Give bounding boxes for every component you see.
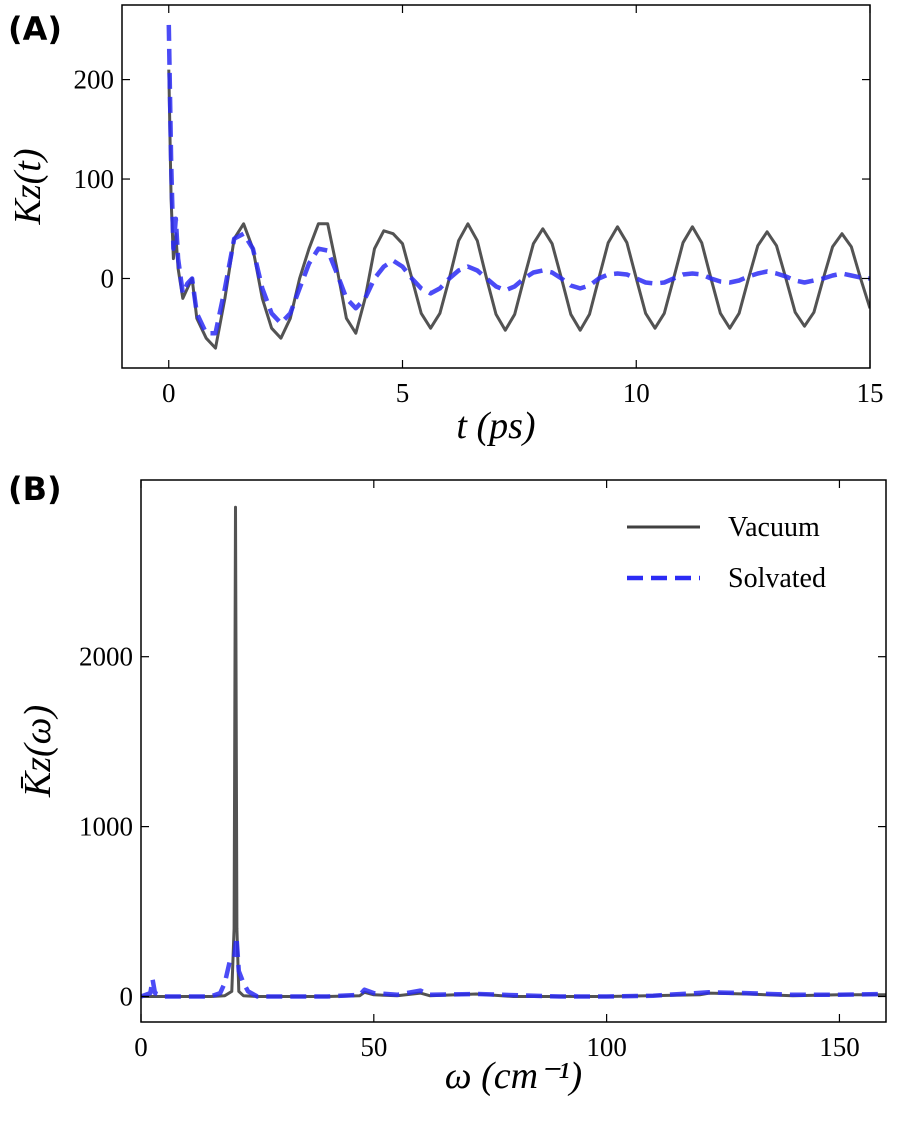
- panel-label: (A): [8, 10, 62, 48]
- x-tick-label: 0: [162, 378, 176, 408]
- axes-frame: [121, 4, 871, 369]
- legend-label: Solvated: [728, 563, 826, 594]
- y-tick-label: 200: [74, 65, 115, 95]
- y-axis-label: K̄z(ω): [17, 705, 59, 798]
- panel-label: (B): [8, 470, 62, 508]
- data-line: [167, 69, 870, 350]
- x-axis-label: ω (cm⁻¹): [445, 1055, 582, 1097]
- x-axis-label: t (ps): [456, 405, 535, 447]
- x-tick-label: 15: [857, 378, 884, 408]
- y-tick-label: 0: [120, 982, 134, 1012]
- data-line: [166, 24, 870, 336]
- x-tick-label: 10: [623, 378, 650, 408]
- x-tick-label: 50: [360, 1032, 387, 1062]
- x-tick-label: 5: [396, 378, 410, 408]
- y-tick-label: 2000: [79, 642, 133, 672]
- x-tick-label: 100: [586, 1032, 627, 1062]
- legend-label: Vacuum: [728, 512, 820, 543]
- y-tick-label: 1000: [79, 812, 133, 842]
- axes-frame: [140, 479, 887, 1023]
- y-axis-label: Kz(t): [7, 149, 49, 226]
- y-tick-label: 0: [101, 263, 115, 293]
- data-line: [141, 934, 886, 999]
- y-tick-label: 100: [74, 164, 115, 194]
- x-tick-label: 150: [819, 1032, 860, 1062]
- x-tick-label: 0: [134, 1032, 148, 1062]
